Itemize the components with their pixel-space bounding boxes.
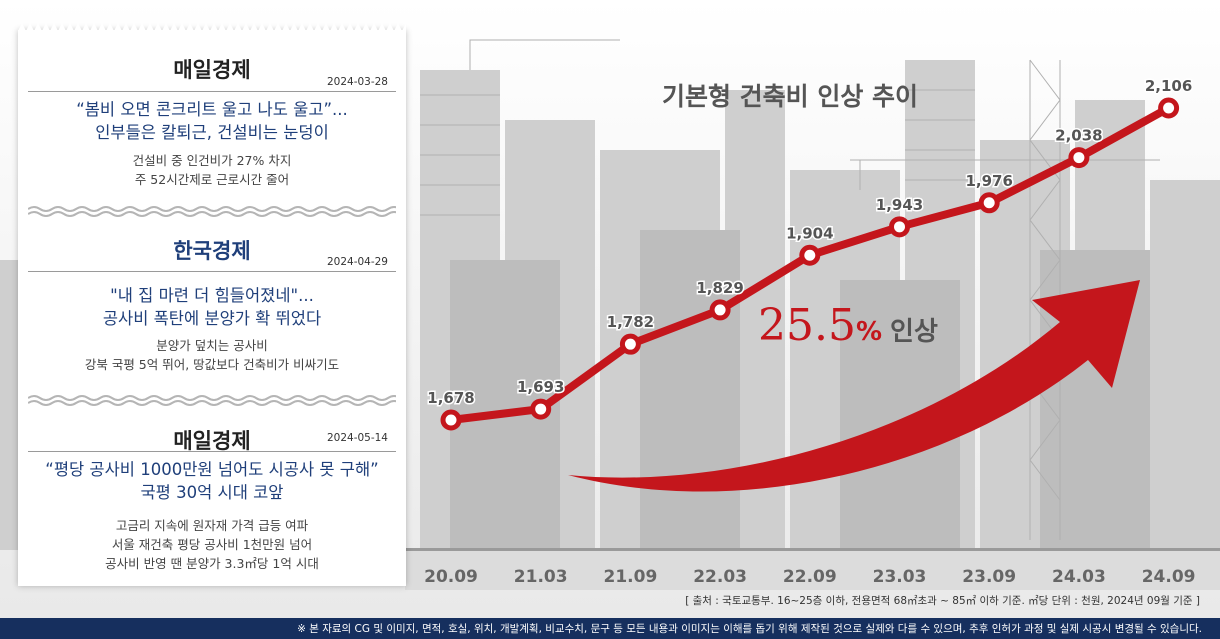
x-tick-label: 24.03 bbox=[1052, 567, 1106, 587]
data-label: 1,693 bbox=[517, 378, 564, 396]
article-source: 한국경제 bbox=[173, 239, 251, 263]
data-point bbox=[799, 244, 821, 266]
data-point bbox=[440, 409, 462, 431]
wave-divider bbox=[28, 206, 396, 217]
divider bbox=[28, 451, 396, 452]
article-subtext: 건설비 중 인건비가 27% 차지 주 52시간제로 근로시간 줄어 bbox=[132, 153, 292, 187]
article-source: 매일경제 bbox=[173, 429, 251, 453]
data-point bbox=[889, 216, 910, 238]
x-tick-label: 21.03 bbox=[514, 567, 568, 587]
data-point bbox=[619, 333, 641, 355]
annotation-number: 25.5 bbox=[758, 300, 856, 351]
annotation-unit: % bbox=[856, 317, 882, 347]
article-subtext: 분양가 덮치는 공사비 강북 국평 5억 뛰어, 땅값보다 건축비가 비싸기도 bbox=[84, 338, 340, 372]
footer-disclaimer: ※ 본 자료의 CG 및 이미지, 면적, 호실, 위치, 개발계획, 비교수치… bbox=[297, 623, 1202, 635]
data-point bbox=[978, 192, 1000, 214]
data-label: 1,782 bbox=[607, 313, 654, 331]
data-point bbox=[709, 299, 731, 321]
x-tick-label: 24.09 bbox=[1142, 567, 1196, 587]
x-tick-label: 23.03 bbox=[873, 567, 927, 587]
article-subtext: 고금리 지속에 원자재 가격 급등 여파 서울 재건축 평당 공사비 1천만원 넘… bbox=[105, 518, 319, 571]
article-source: 매일경제 bbox=[173, 58, 251, 82]
wave-divider bbox=[28, 395, 396, 406]
x-tick-label: 23.09 bbox=[962, 567, 1016, 587]
divider bbox=[28, 91, 396, 92]
article-headline: “봄비 오면 콘크리트 울고 나도 울고”... 인부들은 칼퇴근, 건설비는 눈… bbox=[76, 100, 348, 142]
data-label: 1,904 bbox=[786, 224, 833, 242]
x-tick-label: 22.09 bbox=[783, 567, 837, 587]
data-label: 2,106 bbox=[1145, 77, 1192, 95]
data-point bbox=[530, 398, 552, 420]
svg-text:25.5%인상: 25.5% 인상 bbox=[758, 300, 938, 351]
article-headline: “평당 공사비 1000만원 넘어도 시공사 못 구해” 국평 30억 시대 코앞 bbox=[45, 460, 379, 502]
article-headline: "내 집 마련 더 힘들어졌네"... 공사비 폭탄에 분양가 확 뛰었다 bbox=[102, 286, 322, 328]
data-label: 1,943 bbox=[876, 196, 923, 214]
data-label: 1,829 bbox=[696, 279, 743, 297]
article-date: 2024-04-29 bbox=[326, 256, 388, 268]
x-tick-label: 21.09 bbox=[604, 567, 658, 587]
divider bbox=[28, 271, 396, 272]
news-clippings-panel: 매일경제 2024-03-28 “봄비 오면 콘크리트 울고 나도 울고”...… bbox=[18, 23, 406, 586]
increase-annotation: 25.5% 인상 bbox=[758, 300, 938, 351]
data-label: 1,976 bbox=[965, 172, 1012, 190]
data-point bbox=[1158, 97, 1180, 119]
source-note: [ 출처 : 국토교통부. 16~25층 이하, 전용면적 68㎡초과 ~ 85… bbox=[685, 595, 1200, 607]
x-tick-label: 20.09 bbox=[424, 567, 478, 587]
paper-torn-edge bbox=[18, 23, 406, 31]
chart-title: 기본형 건축비 인상 추이 bbox=[662, 82, 918, 111]
x-tick-label: 22.03 bbox=[693, 567, 747, 587]
footer-bar: ※ 본 자료의 CG 및 이미지, 면적, 호실, 위치, 개발계획, 비교수치… bbox=[0, 618, 1220, 639]
data-label: 1,678 bbox=[427, 389, 474, 407]
data-label: 2,038 bbox=[1055, 127, 1102, 145]
increase-arrow bbox=[568, 280, 1140, 492]
article-date: 2024-03-28 bbox=[326, 76, 388, 88]
data-point bbox=[1068, 147, 1090, 169]
article-date: 2024-05-14 bbox=[326, 432, 388, 444]
annotation-text: 인상 bbox=[890, 317, 938, 347]
